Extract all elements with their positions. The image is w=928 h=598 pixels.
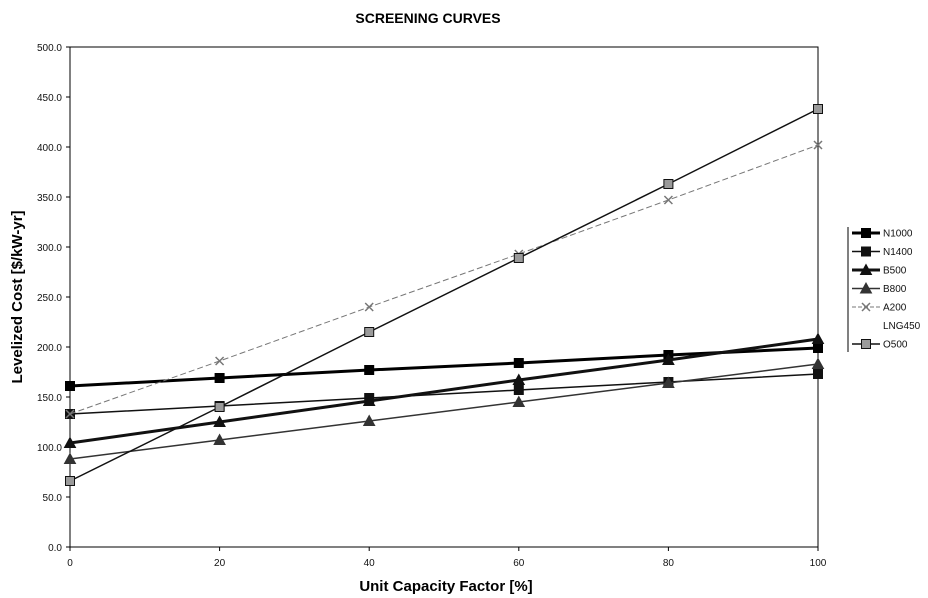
data-point-o500 [65,476,75,486]
y-tick-label: 350.0 [37,193,62,204]
series-a200 [65,140,823,419]
y-tick-label: 450.0 [37,93,62,104]
legend-item-lng450: LNG450 [883,321,921,332]
y-tick-label: 100.0 [37,443,62,454]
y-tick-label: 200.0 [37,343,62,354]
data-point-b800 [662,376,675,388]
legend-label: LNG450 [883,321,921,332]
legend-item-b500: B500 [852,263,907,277]
y-tick-label: 50.0 [43,493,63,504]
legend-swatch-marker [861,228,871,238]
series-b800 [63,357,825,464]
data-point-b500 [662,353,675,365]
data-point-n1000 [65,381,75,391]
data-point-a200 [364,302,374,312]
data-point-b800 [512,395,526,407]
data-point-n1000 [214,373,225,383]
data-point-b800 [63,452,77,464]
data-point-o500 [663,179,674,189]
series-line-b500 [69,337,819,445]
y-tick-label: 500.0 [37,43,62,54]
legend-label: B500 [883,266,907,277]
data-point-o500 [813,104,823,114]
y-axis-label: Levelized Cost [$/kW-yr] [9,210,26,383]
legend-item-n1400: N1400 [852,246,913,258]
legend-item-n1000: N1000 [852,228,913,240]
data-point-b500 [512,373,526,385]
legend-label: N1400 [883,247,913,258]
x-tick-label: 60 [513,558,525,569]
series-b500 [63,332,825,448]
plot-area [69,46,819,548]
data-point-n1000 [813,343,823,353]
y-tick-label: 150.0 [37,393,62,404]
data-point-o500 [214,402,225,412]
data-point-o500 [364,327,375,337]
legend-swatch-marker [859,263,873,275]
data-point-b500 [811,332,825,344]
x-axis-label: Unit Capacity Factor [%] [359,578,532,595]
legend: N1000 N1400 B500 B800 A200 LNG450 O500 [852,228,921,351]
legend-label: B800 [883,284,907,295]
y-axis-ticks: 0.0 50.0 100.0 150.0 200.0 250.0 300.0 350.0 400… [37,43,70,554]
y-tick-label: 0.0 [48,543,62,554]
legend-item-o500: O500 [852,339,908,351]
legend-item-b800: B800 [852,281,907,295]
legend-label: O500 [883,340,908,351]
legend-swatch-marker [861,302,871,312]
legend-swatch-marker [859,281,873,294]
x-tick-label: 20 [214,558,226,569]
series-o500 [65,104,823,486]
chart-title: SCREENING CURVES [355,10,500,26]
data-point-b800 [213,433,226,445]
x-tick-label: 80 [663,558,675,569]
data-point-n1000 [513,358,524,368]
y-tick-label: 400.0 [37,143,62,154]
series-line-o500 [69,108,819,482]
legend-swatch-marker [861,246,871,257]
legend-item-a200: A200 [852,302,907,314]
legend-label: N1000 [883,229,913,240]
series-line-a200 [69,144,819,415]
data-point-b800 [362,414,376,426]
data-point-n1400 [513,385,524,395]
series-line-n1000 [69,346,819,388]
series-n1000 [65,343,823,391]
y-tick-label: 250.0 [37,293,62,304]
x-tick-label: 100 [810,558,827,569]
data-point-a200 [65,409,75,419]
y-tick-label: 300.0 [37,243,62,254]
data-point-b500 [362,394,376,406]
data-point-a200 [813,140,823,150]
x-tick-label: 40 [364,558,376,569]
x-tick-label: 0 [67,558,73,569]
data-point-o500 [513,253,524,263]
series-line-n1400 [69,373,819,415]
data-point-b500 [63,436,77,448]
data-point-n1400 [813,369,823,379]
series-line-b800 [69,363,819,460]
data-point-n1000 [364,365,375,375]
series-layer [63,104,825,486]
data-point-a200 [663,195,673,205]
data-point-b800 [811,357,825,369]
legend-label: A200 [883,303,907,314]
data-point-b500 [213,415,226,427]
x-axis-ticks: 0 20 40 60 80 100 [67,547,827,569]
legend-swatch-marker [861,339,871,349]
data-point-a200 [215,356,225,366]
